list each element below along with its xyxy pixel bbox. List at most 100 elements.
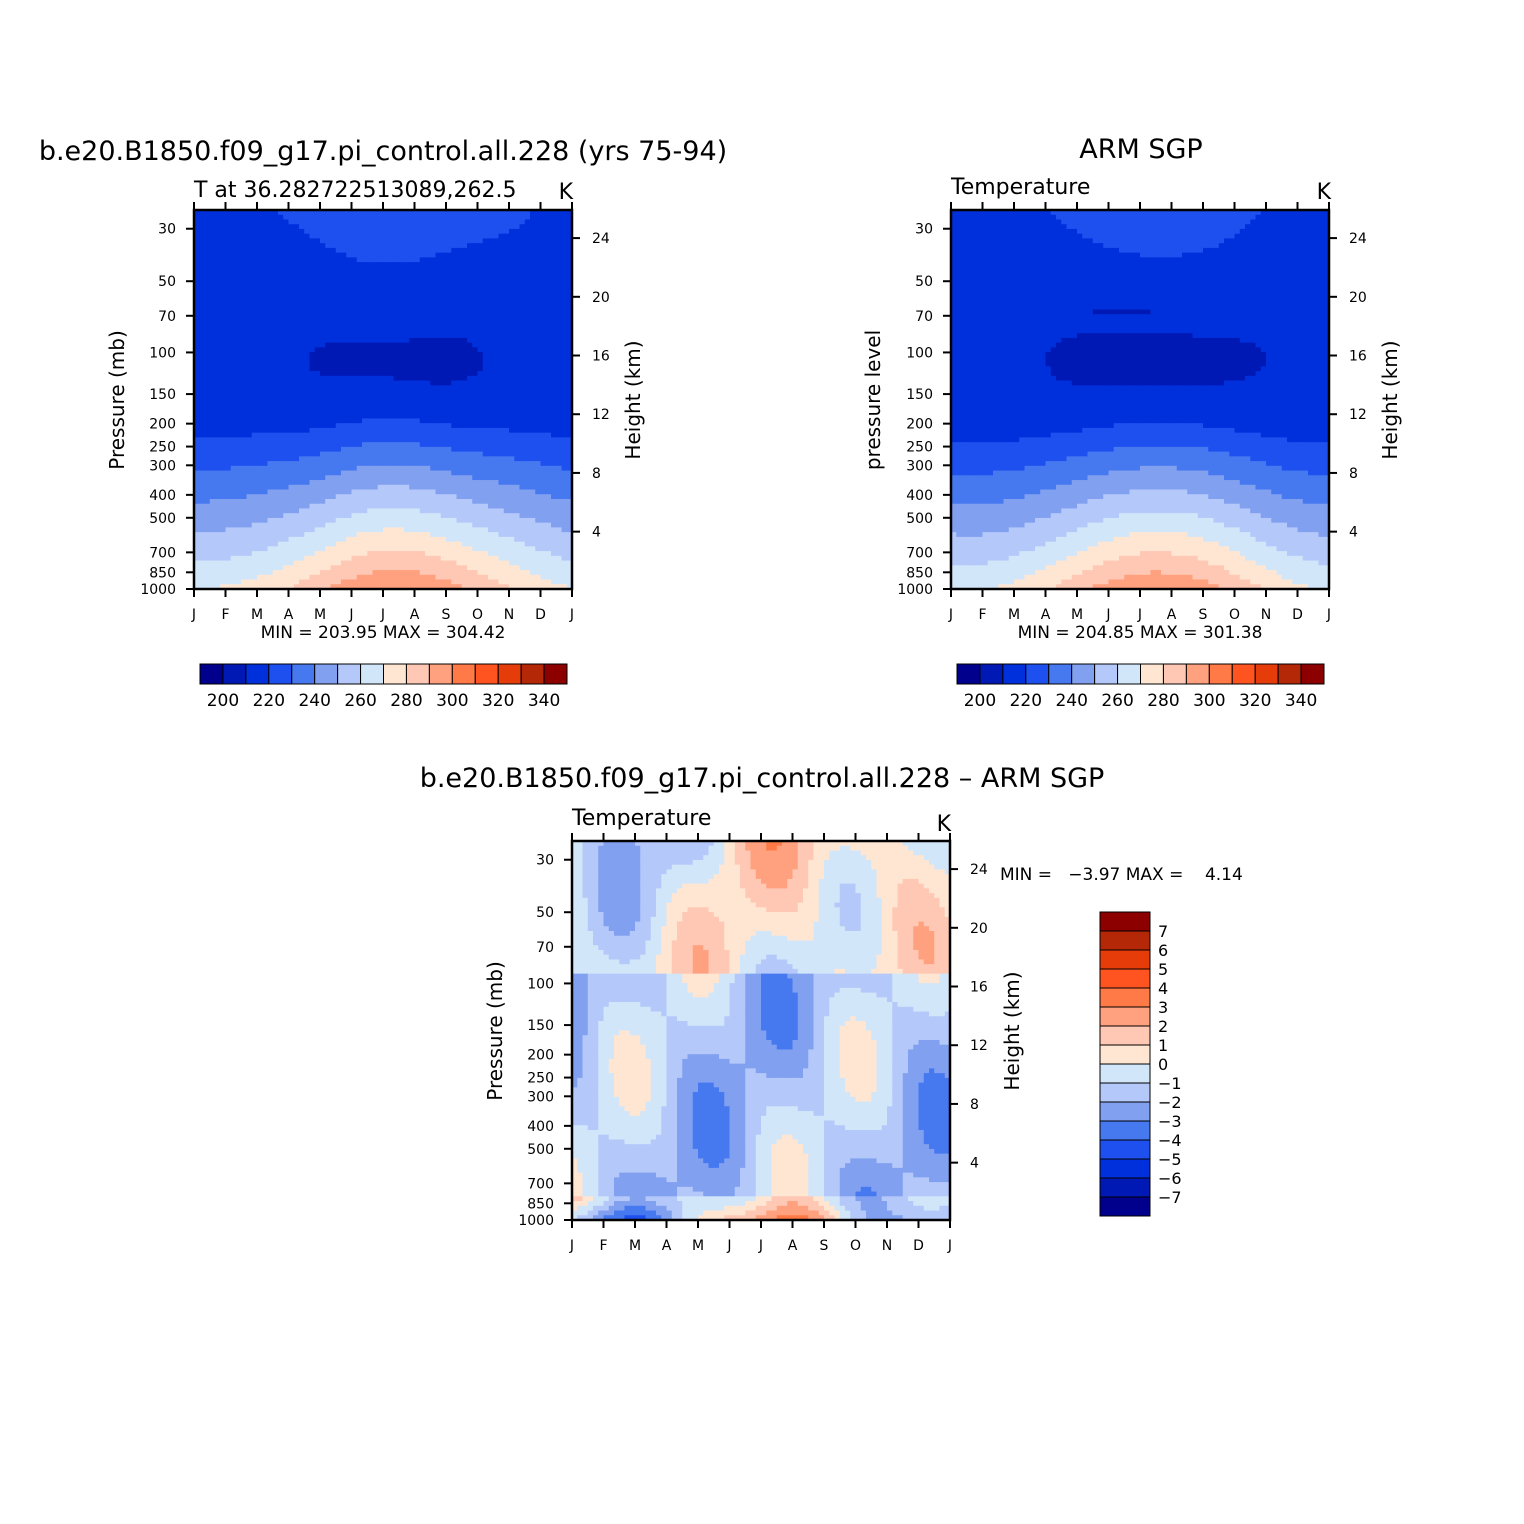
field-cell xyxy=(362,437,368,443)
field-cell xyxy=(514,517,521,524)
field-cell xyxy=(493,527,500,533)
field-cell xyxy=(398,333,405,339)
field-cell xyxy=(204,527,211,533)
field-cell xyxy=(267,470,274,476)
field-cell xyxy=(362,390,368,396)
field-cell xyxy=(236,508,242,514)
field-cell xyxy=(461,427,468,434)
field-cell xyxy=(362,228,368,235)
field-cell xyxy=(320,337,326,344)
field-cell xyxy=(561,233,568,240)
field-cell xyxy=(309,451,316,457)
field-cell xyxy=(514,503,521,510)
field-cell xyxy=(251,309,258,315)
field-cell xyxy=(540,276,547,282)
field-cell xyxy=(283,290,290,296)
field-cell xyxy=(309,498,316,505)
field-cell xyxy=(461,238,468,244)
field-cell xyxy=(414,427,421,434)
field-cell xyxy=(461,224,468,230)
field-cell xyxy=(267,413,274,420)
field-cell xyxy=(404,385,410,391)
field-cell xyxy=(383,257,389,263)
field-cell xyxy=(388,337,395,344)
field-cell xyxy=(293,276,300,282)
field-cell xyxy=(446,210,452,216)
field-cell xyxy=(351,224,358,230)
field-cell xyxy=(414,380,421,386)
field-cell xyxy=(383,219,389,225)
field-cell xyxy=(351,304,358,311)
field-cell xyxy=(320,427,326,434)
field-cell xyxy=(419,446,426,453)
field-cell xyxy=(309,309,316,315)
field-cell xyxy=(362,394,368,401)
field-cell xyxy=(335,522,342,529)
field-cell xyxy=(299,281,305,287)
field-cell xyxy=(225,337,232,344)
field-cell xyxy=(241,489,248,495)
field-cell xyxy=(425,342,431,348)
field-cell xyxy=(472,498,479,505)
field-cell xyxy=(341,243,347,249)
field-cell xyxy=(419,503,426,510)
field-cell xyxy=(267,484,274,491)
field-cell xyxy=(215,484,221,491)
field-cell xyxy=(372,314,379,320)
field-cell xyxy=(440,214,447,221)
field-cell xyxy=(419,522,426,529)
field-cell xyxy=(367,323,374,330)
field-cell xyxy=(257,285,263,292)
field-cell xyxy=(372,309,379,315)
field-cell xyxy=(330,390,337,396)
field-cell xyxy=(304,427,311,434)
field-cell xyxy=(194,536,200,543)
field-cell xyxy=(283,333,290,339)
field-cell xyxy=(272,243,279,249)
panel-1-plot-area xyxy=(194,210,573,590)
field-cell xyxy=(367,309,374,315)
field-cell xyxy=(566,295,573,301)
field-cell xyxy=(535,276,542,282)
field-cell xyxy=(503,408,510,415)
field-cell xyxy=(404,352,410,358)
field-cell xyxy=(241,408,248,415)
field-cell xyxy=(299,371,305,377)
field-cell xyxy=(272,271,279,277)
field-cell xyxy=(498,309,505,315)
field-cell xyxy=(330,243,337,249)
field-cell xyxy=(566,437,573,443)
field-cell xyxy=(551,314,557,320)
field-cell xyxy=(472,437,479,443)
field-cell xyxy=(551,281,557,287)
field-cell xyxy=(561,247,568,254)
field-cell xyxy=(414,527,421,533)
field-cell xyxy=(561,252,568,258)
field-cell xyxy=(204,238,211,244)
field-cell xyxy=(383,318,389,325)
field-cell xyxy=(377,503,384,510)
field-cell xyxy=(503,385,510,391)
field-cell xyxy=(430,489,437,495)
field-cell xyxy=(283,314,290,320)
field-cell xyxy=(367,371,374,377)
field-cell xyxy=(404,418,410,424)
field-cell xyxy=(419,390,426,396)
field-cell xyxy=(293,300,300,306)
field-cell xyxy=(551,489,557,495)
field-cell xyxy=(383,399,389,405)
field-cell xyxy=(561,352,568,358)
field-cell xyxy=(467,442,473,448)
field-cell xyxy=(393,465,400,472)
field-cell xyxy=(362,489,368,495)
field-cell xyxy=(467,451,473,457)
field-cell xyxy=(204,271,211,277)
field-cell xyxy=(503,352,510,358)
field-cell xyxy=(267,517,274,524)
field-cell xyxy=(540,456,547,462)
field-cell xyxy=(194,503,200,510)
field-cell xyxy=(362,423,368,429)
field-cell xyxy=(493,423,500,429)
field-cell xyxy=(262,413,269,420)
field-cell xyxy=(341,219,347,225)
